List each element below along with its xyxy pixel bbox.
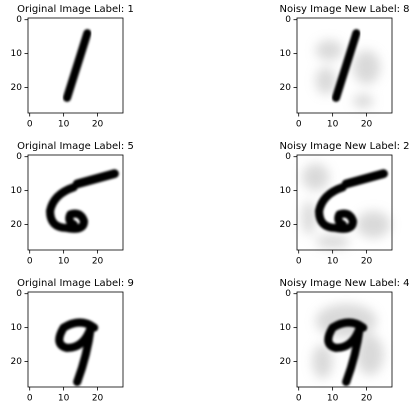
y-tick-label: 10	[280, 49, 292, 59]
x-tick-label: 20	[92, 257, 104, 267]
x-tick-label: 0	[296, 120, 302, 130]
y-tick-label: 0	[285, 289, 291, 299]
x-tick-label: 0	[27, 120, 33, 130]
y-tick-label: 10	[11, 323, 23, 333]
y-tick-label: 20	[11, 83, 23, 93]
x-tick-label: 20	[92, 120, 104, 130]
x-tick-label: 10	[58, 394, 70, 404]
x-tick-label: 10	[327, 120, 339, 130]
y-tick-label: 10	[280, 186, 292, 196]
x-tick-label: 10	[58, 257, 70, 267]
y-tick-label: 20	[280, 357, 292, 367]
x-tick-label: 10	[58, 120, 70, 130]
subplot-title: Noisy Image New Label: 2	[279, 141, 409, 152]
y-tick-label: 10	[11, 186, 23, 196]
y-tick-label: 20	[280, 83, 292, 93]
x-tick-label: 10	[327, 257, 339, 267]
subplot-title: Original Image Label: 5	[17, 141, 134, 152]
x-tick-label: 0	[27, 257, 33, 267]
x-tick-label: 0	[27, 394, 33, 404]
axes-background	[28, 292, 123, 387]
y-tick-label: 0	[16, 289, 22, 299]
figure: Original Image Label: 10102001020Noisy I…	[0, 0, 420, 404]
subplot-title: Original Image Label: 1	[17, 4, 134, 15]
x-tick-label: 20	[361, 257, 373, 267]
y-tick-label: 0	[16, 152, 22, 162]
subplot-title: Original Image Label: 9	[17, 278, 134, 289]
y-tick-label: 20	[280, 220, 292, 230]
y-tick-label: 0	[16, 15, 22, 25]
axes-background	[28, 155, 123, 250]
subplot-title: Noisy Image New Label: 4	[279, 278, 409, 289]
x-tick-label: 20	[361, 394, 373, 404]
x-tick-label: 20	[361, 120, 373, 130]
subplot-title: Noisy Image New Label: 8	[279, 4, 409, 15]
x-tick-label: 10	[327, 394, 339, 404]
y-tick-label: 0	[285, 152, 291, 162]
y-tick-label: 0	[285, 15, 291, 25]
x-tick-label: 0	[296, 257, 302, 267]
y-tick-label: 10	[11, 49, 23, 59]
x-tick-label: 20	[92, 394, 104, 404]
y-tick-label: 20	[11, 220, 23, 230]
x-tick-label: 0	[296, 394, 302, 404]
y-tick-label: 10	[280, 323, 292, 333]
y-tick-label: 20	[11, 357, 23, 367]
